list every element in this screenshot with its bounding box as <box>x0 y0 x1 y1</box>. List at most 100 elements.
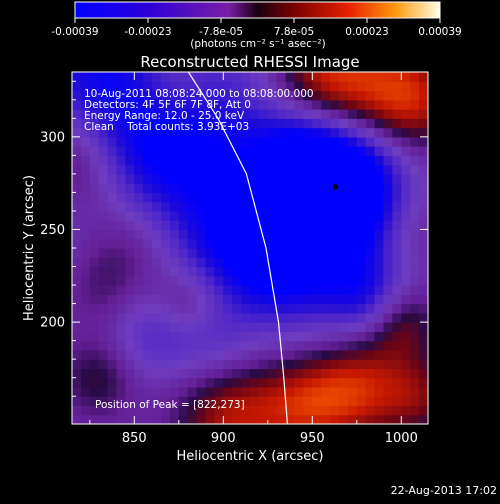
heatmap-cell <box>116 340 126 351</box>
heatmap-cell <box>303 396 313 407</box>
heatmap-cell <box>285 414 296 424</box>
heatmap-cell <box>321 257 331 268</box>
heatmap-cell <box>410 155 420 166</box>
heatmap-cell <box>267 81 278 92</box>
heatmap-cell <box>116 322 126 332</box>
heatmap-cell <box>383 72 393 82</box>
heatmap-cell <box>187 118 198 129</box>
heatmap-cell <box>267 322 278 332</box>
heatmap-cell <box>161 210 171 221</box>
heatmap-cell <box>365 238 376 249</box>
heatmap-cell <box>267 210 278 221</box>
heatmap-cell <box>347 90 358 101</box>
heatmap-cell <box>258 266 269 277</box>
heatmap-cell <box>169 127 180 138</box>
heatmap-cell <box>365 164 376 175</box>
heatmap-cell <box>356 155 367 166</box>
heatmap-cell <box>187 414 198 424</box>
heatmap-cell <box>107 164 118 175</box>
heatmap-cell <box>356 377 367 388</box>
heatmap-cell <box>285 136 296 147</box>
heatmap-cell <box>187 405 198 416</box>
heatmap-cell <box>89 164 100 175</box>
heatmap-cell <box>72 238 82 249</box>
heatmap-cell <box>285 155 296 166</box>
heatmap-cell <box>116 155 126 166</box>
heatmap-cell <box>276 359 287 370</box>
heatmap-cell <box>410 285 420 295</box>
heatmap-cell <box>258 164 269 175</box>
heatmap-cell <box>294 331 304 342</box>
heatmap-cell <box>303 248 313 258</box>
heatmap-cell <box>258 359 269 370</box>
heatmap-cell <box>98 377 109 388</box>
heatmap-cell <box>356 72 367 82</box>
heatmap-cell <box>374 386 385 397</box>
heatmap-cell <box>276 340 287 351</box>
heatmap-cell <box>89 340 100 351</box>
heatmap-cell <box>89 405 100 416</box>
heatmap-cell <box>178 238 189 249</box>
heatmap-cell <box>107 183 118 194</box>
heatmap-cell <box>401 386 411 397</box>
heatmap-cell <box>267 90 278 101</box>
heatmap-cell <box>89 118 100 129</box>
heatmap-cell <box>339 331 349 342</box>
heatmap-cell <box>169 303 180 314</box>
heatmap-cell <box>276 275 287 286</box>
heatmap-cell <box>339 183 349 194</box>
heatmap-cell <box>80 192 91 203</box>
heatmap-cell <box>187 275 198 286</box>
heatmap-cell <box>356 81 367 92</box>
heatmap-cell <box>223 164 233 175</box>
heatmap-cell <box>223 331 233 342</box>
heatmap-cell <box>312 229 322 240</box>
heatmap-cell <box>152 349 162 360</box>
heatmap-cell <box>107 136 118 147</box>
heatmap-cell <box>250 349 260 360</box>
heatmap-cell <box>196 118 207 129</box>
heatmap-cell <box>134 266 144 277</box>
heatmap-cell <box>80 331 91 342</box>
heatmap-cell <box>312 90 322 101</box>
heatmap-cell <box>401 349 411 360</box>
heatmap-cell <box>294 349 304 360</box>
heatmap-cell <box>89 109 100 119</box>
heatmap-cell <box>98 99 109 110</box>
heatmap-cell <box>125 368 135 379</box>
heatmap-cell <box>250 90 260 101</box>
heatmap-cell <box>161 257 171 268</box>
heatmap-cell <box>205 405 215 416</box>
heatmap-cell <box>89 127 100 138</box>
heatmap-cell <box>294 285 304 295</box>
heatmap-cell <box>196 192 207 203</box>
heatmap-cell <box>169 164 180 175</box>
heatmap-cell <box>321 136 331 147</box>
heatmap-cell <box>107 109 118 119</box>
heatmap-cell <box>134 72 144 82</box>
heatmap-cell <box>330 72 340 82</box>
heatmap-cell <box>169 229 180 240</box>
heatmap-cell <box>196 368 207 379</box>
heatmap-cell <box>312 266 322 277</box>
heatmap-cell <box>312 136 322 147</box>
heatmap-cell <box>241 192 251 203</box>
heatmap-cell <box>250 386 260 397</box>
heatmap-cell <box>178 164 189 175</box>
heatmap-cell <box>321 118 331 129</box>
heatmap-cell <box>330 155 340 166</box>
heatmap-cell <box>330 368 340 379</box>
heatmap-cell <box>98 81 109 92</box>
heatmap-cell <box>410 386 420 397</box>
heatmap-cell <box>214 414 224 424</box>
heatmap-cell <box>401 109 411 119</box>
heatmap-cell <box>187 136 198 147</box>
heatmap-cell <box>276 81 287 92</box>
heatmap-cell <box>232 118 242 129</box>
heatmap-cell <box>98 396 109 407</box>
heatmap-cell <box>214 238 224 249</box>
heatmap-cell <box>187 331 198 342</box>
heatmap-cell <box>89 368 100 379</box>
heatmap-cell <box>143 81 153 92</box>
